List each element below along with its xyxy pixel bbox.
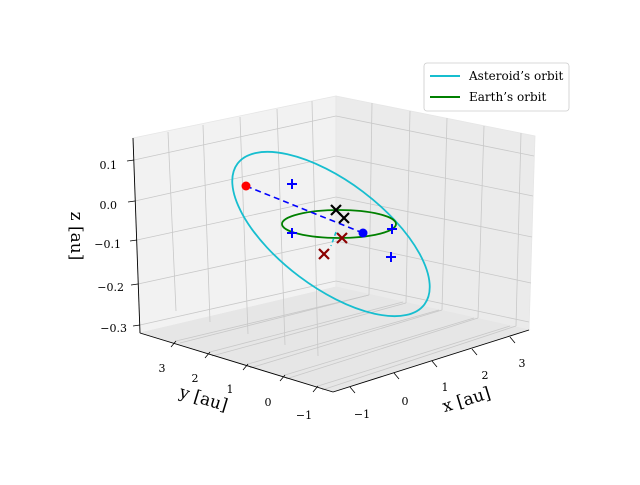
z-tick-label: 0.1 <box>100 159 118 172</box>
x-tick-label: 0 <box>402 395 409 408</box>
x-tick-mark <box>509 336 516 344</box>
y-tick-mark <box>170 340 177 348</box>
plus-marker <box>287 228 297 238</box>
y-tick-label: 1 <box>227 383 234 396</box>
gridline-y-floor <box>247 309 440 365</box>
legend: Asteroid’s orbit Earth’s orbit <box>423 62 570 112</box>
x-tick-labels: −1 0 1 2 3 <box>354 357 526 421</box>
x-tick-label: −1 <box>354 408 370 421</box>
z-tick-label: 0.0 <box>100 199 118 212</box>
cross-marker <box>338 212 350 224</box>
z-tick-mark <box>126 159 135 162</box>
gridline-z-right <box>335 280 530 323</box>
gridline-x-floor <box>249 309 443 369</box>
y-tick-mark <box>312 385 319 393</box>
y-tick-label: 2 <box>192 372 199 385</box>
gridline-y-floor <box>317 325 511 387</box>
z-tick-labels: 0.1 0.0 −0.1 −0.2 −0.3 <box>94 159 127 335</box>
x-axis-line <box>332 329 530 393</box>
z-axis-line <box>132 137 141 334</box>
gridline-z-right <box>335 155 534 197</box>
y-tick-mark <box>242 363 249 371</box>
gridline-z-right <box>335 115 535 157</box>
legend-box <box>423 62 570 112</box>
x-tick-mark <box>349 386 356 394</box>
tick-marks <box>126 159 516 394</box>
gridline-z-left <box>133 115 337 161</box>
gridline-x-floor <box>285 317 479 380</box>
y-tick-label: 0 <box>265 396 272 409</box>
dashed-connector-short <box>330 231 337 247</box>
gridline-x-wall <box>477 125 485 319</box>
cross-marker <box>336 232 348 244</box>
x-tick-label: 1 <box>442 381 449 394</box>
gridline-y-floor <box>284 317 475 376</box>
z-tick-label: −0.1 <box>94 238 121 251</box>
x-tick-label: 3 <box>519 357 526 370</box>
markers <box>241 179 397 262</box>
circle-marker <box>358 228 368 238</box>
x-tick-mark <box>393 372 400 380</box>
gridlines <box>133 100 535 391</box>
y-tick-label: −1 <box>296 409 312 422</box>
gridline-y-wall <box>311 100 319 357</box>
y-tick-labels: 3 2 1 0 −1 <box>159 362 313 422</box>
gridline-y-floor <box>175 294 370 342</box>
dashed-connector-line <box>245 185 364 234</box>
gridline-x-floor <box>179 294 370 344</box>
data-layer <box>231 150 431 318</box>
gridline-z-left <box>134 155 337 202</box>
gridline-z-right <box>335 196 533 238</box>
asteroid-orbit-line <box>231 150 431 318</box>
z-tick-label: −0.2 <box>97 281 124 294</box>
gridline-z-left <box>137 240 337 285</box>
y-tick-label: 3 <box>159 362 166 375</box>
gridline-x-wall <box>515 132 522 327</box>
gridline-y-floor <box>209 301 404 353</box>
plus-marker <box>387 224 397 234</box>
x-tick-mark <box>471 348 478 356</box>
y-tick-mark <box>279 374 286 382</box>
legend-label-asteroid: Asteroid’s orbit <box>468 69 563 83</box>
circle-marker <box>241 181 251 191</box>
gridline-z-left <box>139 280 337 326</box>
z-tick-mark <box>132 324 141 327</box>
z-tick-label: −0.3 <box>100 322 127 335</box>
plus-marker <box>386 252 396 262</box>
y-axis-line <box>139 332 334 393</box>
gridline-x-wall <box>405 110 411 304</box>
gridline-x-wall <box>441 117 448 311</box>
gridline-z-right <box>335 240 532 284</box>
legend-label-earth: Earth’s orbit <box>469 90 546 104</box>
z-axis-label: z [au] <box>66 212 86 261</box>
cross-marker <box>318 248 330 260</box>
plus-marker <box>287 179 297 189</box>
z-tick-mark <box>129 239 138 242</box>
gridline-z-left <box>136 196 337 241</box>
x-tick-mark <box>431 360 438 368</box>
gridline-y-wall <box>202 124 211 323</box>
gridline-y-wall <box>239 116 249 335</box>
earth-orbit-line <box>281 209 397 239</box>
z-tick-mark <box>127 200 136 203</box>
z-tick-mark <box>130 283 139 286</box>
axis-edges <box>132 137 530 393</box>
y-axis-label: y [au] <box>176 382 230 416</box>
x-tick-label: 2 <box>482 369 489 382</box>
gridline-x-floor <box>211 302 407 357</box>
gridline-y-wall <box>276 108 286 346</box>
gridline-x-floor <box>321 325 517 391</box>
gridline-y-wall <box>167 131 177 312</box>
gridline-x-wall <box>368 102 373 296</box>
y-tick-mark <box>204 351 211 359</box>
